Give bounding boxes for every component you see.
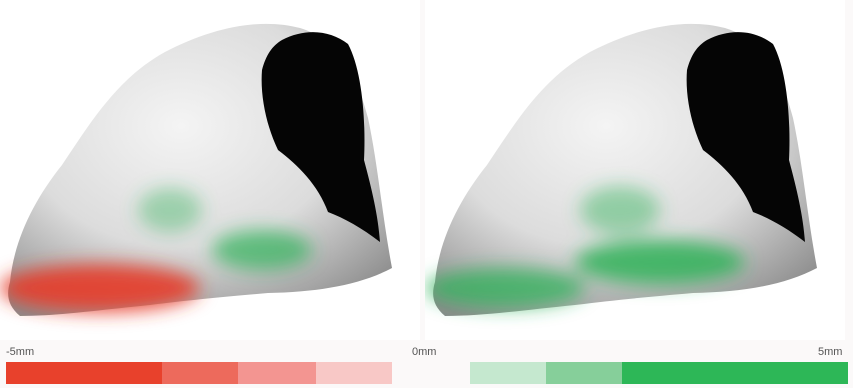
neg-seg-4 [316, 362, 392, 384]
pos-seg-1 [470, 362, 546, 384]
left-model-graphic [0, 23, 392, 316]
right-deviation-model [425, 0, 845, 340]
pos-seg-3 [622, 362, 848, 384]
right-positive-region-a [425, 268, 585, 308]
left-positive-region-b [138, 188, 202, 232]
scale-min-label: -5mm [6, 346, 35, 358]
left-deviation-model [0, 0, 420, 340]
left-negative-region [0, 264, 200, 312]
negative-color-scale [6, 362, 392, 384]
right-positive-region-b [575, 240, 745, 284]
left-cavity [261, 32, 380, 242]
neg-seg-2 [162, 362, 238, 384]
neg-seg-1 [6, 362, 162, 384]
positive-color-scale [470, 362, 848, 384]
scale-zero-label: 0mm [412, 346, 437, 358]
neg-seg-3 [238, 362, 316, 384]
right-model-graphic [425, 23, 817, 316]
right-positive-region-c [580, 186, 660, 234]
left-positive-region-a [212, 230, 312, 270]
scale-max-label: 5mm [818, 346, 843, 358]
pos-seg-2 [546, 362, 622, 384]
right-cavity [686, 32, 805, 242]
